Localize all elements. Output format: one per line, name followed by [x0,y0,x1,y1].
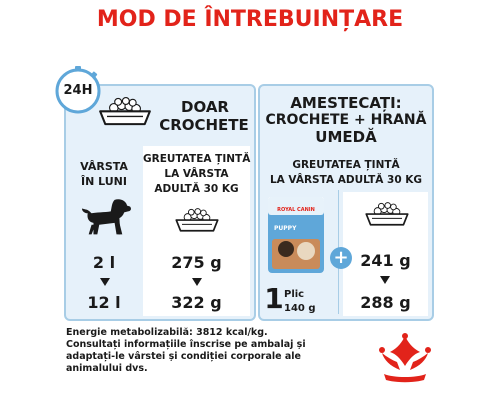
plus-icon: + [330,247,352,269]
pouch-label: PUPPY [274,225,297,232]
footer-line-1: Energie metabolizabilă: 3812 kcal/kg. [66,327,268,338]
footer-line-3: adaptați-le vârstei și condiției corpora… [66,351,301,362]
mix-heading-line3: UMEDĂ [315,128,377,146]
wet-food-pouch-icon [268,197,324,273]
mix-amount-row-1: 241 g [360,251,411,270]
clock-icon [55,66,101,114]
mix-heading-line2: CROCHETE + HRANĂ [265,112,427,128]
dry-amount-row-1: 275 g [171,253,222,272]
kibble-bowl-icon [365,202,409,226]
mix-heading-line1: AMESTECAȚI: [290,94,402,112]
down-arrow-icon [192,278,202,286]
mix-amount-row-2: 288 g [360,293,411,312]
mix-target-weight-line1: GREUTATEA ȚINTĂ [292,159,400,171]
age-row-2: 12 l [87,293,121,312]
age-row-1: 2 l [92,253,116,272]
dry-heading-line2: CROCHETE [159,116,249,134]
dry-amount-row-2: 322 g [171,293,222,312]
age-label-line1: VÂRSTA [80,160,128,173]
down-arrow-icon [100,278,110,286]
pouch-unit: Plic [284,289,305,300]
dry-heading-line1: DOAR [181,98,229,116]
royal-canin-logo [379,333,431,383]
pouch-count: 1 [264,282,284,315]
clock-label: 24H [63,83,93,98]
mix-target-weight-line2: LA VÂRSTA ADULTĂ 30 KG [269,174,423,186]
age-label-line2: ÎN LUNI [81,175,127,188]
kibble-bowl-icon [99,97,151,126]
pouch-weight: 140 g [284,303,316,314]
puppy-silhouette-icon [81,199,131,235]
down-arrow-icon [380,276,390,284]
kibble-bowl-icon [175,208,219,232]
dry-target-weight-line2: LA VÂRSTA [164,168,229,180]
dry-target-weight-line1: GREUTATEA ȚINTĂ [143,153,251,165]
pouch-brand: ROYAL CANIN [277,207,315,213]
footer-line-2: Consultați informațiile înscrise pe amba… [66,339,306,350]
dry-target-weight-line3: ADULTĂ 30 KG [154,183,239,195]
footer-line-4: animalului dvs. [66,363,148,374]
footer-note: Energie metabolizabilă: 3812 kcal/kg. Co… [66,327,366,375]
page-title: MOD DE ÎNTREBUINȚARE [96,7,404,32]
